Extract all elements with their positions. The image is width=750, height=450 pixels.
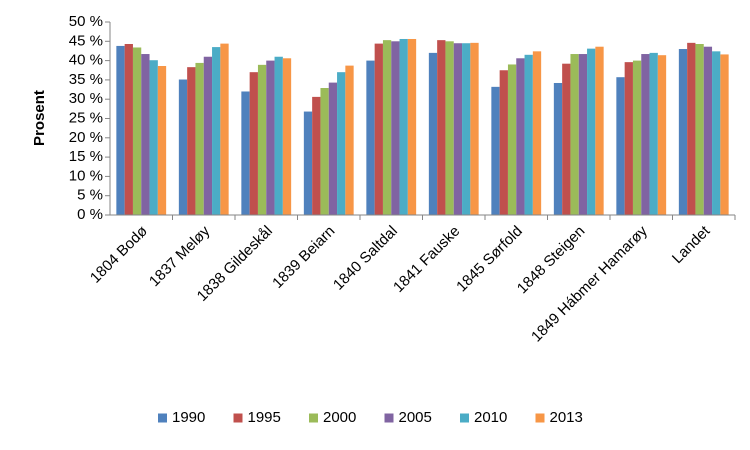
y-tick-label: 5 %: [77, 187, 103, 204]
y-tick-label: 50 %: [69, 13, 103, 30]
bar: [437, 40, 446, 215]
bar: [499, 70, 508, 215]
bar: [399, 38, 408, 215]
y-tick-label: 30 %: [69, 90, 103, 107]
bar: [632, 60, 642, 215]
bar: [407, 38, 417, 215]
legend-swatch: [309, 413, 318, 423]
y-tick-label: 10 %: [69, 167, 103, 184]
bar: [703, 46, 713, 216]
legend-swatch: [460, 413, 469, 423]
bar: [532, 51, 542, 215]
bar: [195, 62, 204, 215]
bar: [203, 56, 213, 215]
bar: [132, 47, 142, 216]
bar: [274, 56, 283, 215]
bar: [212, 47, 221, 216]
y-tick-label: 25 %: [69, 109, 103, 126]
bar: [649, 52, 658, 215]
y-tick-label: 15 %: [69, 148, 103, 165]
legend-swatch: [535, 413, 545, 423]
bar: [624, 62, 633, 216]
legend-label: 2010: [474, 409, 507, 426]
bar: [712, 51, 721, 215]
bar: [303, 111, 313, 215]
bar: [695, 44, 704, 215]
bar: [428, 52, 438, 215]
bar: [657, 55, 667, 215]
bar: [124, 44, 133, 215]
bar: [470, 42, 479, 216]
bar: [249, 72, 258, 216]
bar: [266, 60, 275, 215]
bar: [678, 49, 688, 215]
bar: [553, 82, 563, 215]
bar: [687, 42, 696, 216]
legend-label: 1990: [172, 409, 205, 426]
bar: [382, 40, 392, 215]
bar: [241, 91, 250, 215]
x-tick-label: 1841 Fauske: [390, 223, 463, 296]
x-tick-label: 1849 Hábmer Hamarøy: [528, 222, 651, 345]
x-tick-label: 1839 Beiarn: [269, 223, 338, 292]
x-tick-label: 1804 Bodø: [87, 223, 151, 287]
legend-label: 2005: [399, 409, 432, 426]
bar: [462, 43, 471, 216]
bar: [516, 58, 525, 216]
bar: [116, 45, 125, 215]
bar: [391, 41, 400, 215]
legend-swatch: [233, 413, 243, 423]
legend-label: 2013: [550, 409, 583, 426]
y-axis-label: Prosent: [31, 90, 48, 146]
bar: [141, 54, 150, 216]
bar: [491, 86, 500, 216]
bar: [720, 54, 729, 216]
bar: [366, 60, 375, 215]
bar: [257, 64, 267, 215]
y-tick-label: 40 %: [69, 52, 103, 69]
bar: [282, 58, 292, 216]
bar: [187, 67, 196, 215]
bar: [578, 54, 588, 216]
legend-label: 2000: [323, 409, 356, 426]
bar: [374, 43, 383, 216]
bar: [337, 72, 346, 216]
bar: [453, 43, 463, 216]
bar: [562, 63, 571, 215]
bar: [178, 79, 188, 215]
bar: [320, 88, 329, 215]
y-tick-label: 35 %: [69, 71, 103, 88]
x-tick-label: 1837 Meløy: [146, 222, 214, 290]
bar: [445, 41, 454, 215]
x-tick-label: Landet: [669, 222, 714, 267]
y-tick-label: 45 %: [69, 32, 103, 49]
bar: [149, 60, 158, 215]
legend-label: 1995: [248, 409, 281, 426]
bar: [507, 64, 517, 216]
y-tick-label: 20 %: [69, 129, 103, 146]
bar: [328, 82, 338, 216]
bar: [570, 54, 579, 216]
bar: [157, 66, 167, 215]
y-tick-label: 0 %: [77, 206, 103, 223]
bar: [616, 77, 625, 215]
bar: [524, 54, 533, 216]
bar: [595, 46, 604, 216]
bar: [641, 54, 650, 216]
legend-swatch: [384, 413, 394, 423]
bar: [312, 96, 321, 215]
bar: [220, 43, 229, 216]
bar: [587, 48, 596, 215]
bar: [345, 65, 354, 215]
legend-swatch: [158, 413, 167, 423]
